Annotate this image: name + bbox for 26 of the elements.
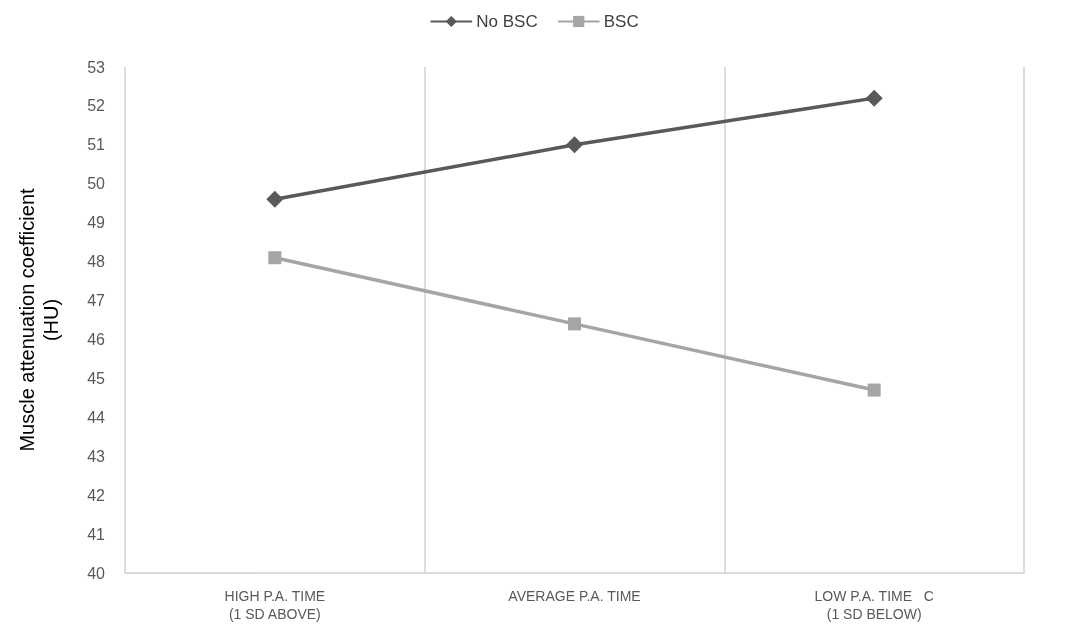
x-tick-label: HIGH P.A. TIME (1 SD ABOVE) [224, 588, 326, 622]
y-tick-label: 49 [87, 214, 106, 232]
y-tick-label: 52 [87, 97, 106, 115]
y-tick-label: 53 [87, 58, 106, 76]
y-tick-label: 46 [87, 330, 106, 348]
point [865, 89, 883, 107]
point [266, 190, 284, 208]
y-tick-label: 45 [87, 369, 106, 387]
y-tick-label: 44 [87, 408, 106, 426]
legend-label: No BSC [476, 12, 538, 31]
point [566, 136, 583, 154]
point [268, 251, 282, 265]
x-tick-label: LOW P.A. TIME C (1 SD BELOW) [814, 588, 934, 622]
y-tick-label: 51 [87, 136, 106, 154]
point [568, 317, 581, 331]
y-tick-label: 47 [87, 292, 106, 310]
y-tick-label: 50 [87, 175, 106, 193]
y-tick-label: 42 [87, 486, 106, 504]
y-tick-label: 43 [87, 447, 106, 465]
y-tick-label: 48 [87, 253, 106, 271]
y-axis-title: Muscle attenuation coefficient (HU) [16, 187, 62, 452]
y-tick-label: 41 [87, 525, 106, 543]
legend-label: BSC [603, 12, 639, 31]
y-tick-label: 40 [87, 564, 106, 582]
x-tick-label: AVERAGE P.A. TIME [508, 588, 641, 604]
point [867, 383, 881, 397]
